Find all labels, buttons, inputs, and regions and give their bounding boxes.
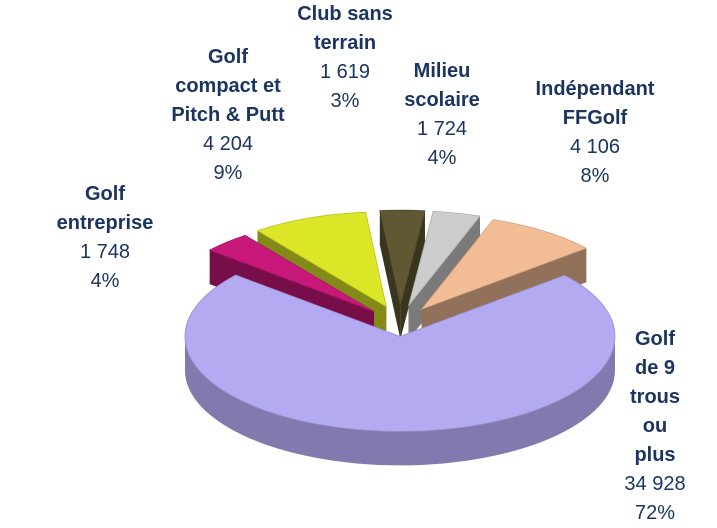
slice-label: Club sans terrain 1 619 3% xyxy=(297,0,393,116)
percent-label: 4% xyxy=(427,147,457,169)
slice-top xyxy=(408,210,481,307)
value-label: 1 724 xyxy=(416,118,468,140)
slice-top xyxy=(379,209,426,306)
slice-side xyxy=(379,210,401,340)
percent-label: 8% xyxy=(580,165,610,187)
category-label: Milieu scolaire xyxy=(404,60,480,111)
slice-wall xyxy=(184,336,615,466)
category-label: Golf entreprise xyxy=(56,183,154,234)
value-label: 4 204 xyxy=(202,133,254,155)
category-label: Club sans terrain xyxy=(297,3,393,54)
category-label: Golf de 9 trous ou plus xyxy=(630,328,680,466)
value-label: 4 106 xyxy=(569,136,621,158)
slice xyxy=(379,209,426,340)
percent-label: 72% xyxy=(634,502,676,524)
slice-label: Indépendant FFGolf 4 106 8% xyxy=(536,75,655,191)
slice-top xyxy=(208,234,375,312)
value-label: 1 619 xyxy=(319,61,371,83)
value-label: 1 748 xyxy=(79,241,131,263)
category-label: Golf compact et Pitch & Putt xyxy=(171,46,285,126)
slice-label: Milieu scolaire 1 724 4% xyxy=(404,57,480,173)
slice-top xyxy=(184,274,616,432)
percent-label: 9% xyxy=(213,162,243,184)
slice-label: Golf entreprise 1 748 4% xyxy=(57,180,154,296)
slice-side xyxy=(400,210,425,340)
chart: Golf de 9 trous ou plus 34 928 72% Golf ent… xyxy=(57,0,686,524)
category-label: Indépendant FFGolf xyxy=(535,78,655,129)
pie-canvas xyxy=(184,209,616,466)
percent-label: 4% xyxy=(90,270,120,292)
percent-label: 3% xyxy=(330,90,360,112)
slice-label: Golf compact et Pitch & Putt 4 204 9% xyxy=(171,43,284,188)
slice-top xyxy=(256,211,387,308)
slice xyxy=(184,274,616,466)
value-label: 34 928 xyxy=(624,473,686,495)
slice-label: Golf de 9 trous ou plus 34 928 72% xyxy=(624,325,686,528)
slice-top xyxy=(420,219,588,311)
